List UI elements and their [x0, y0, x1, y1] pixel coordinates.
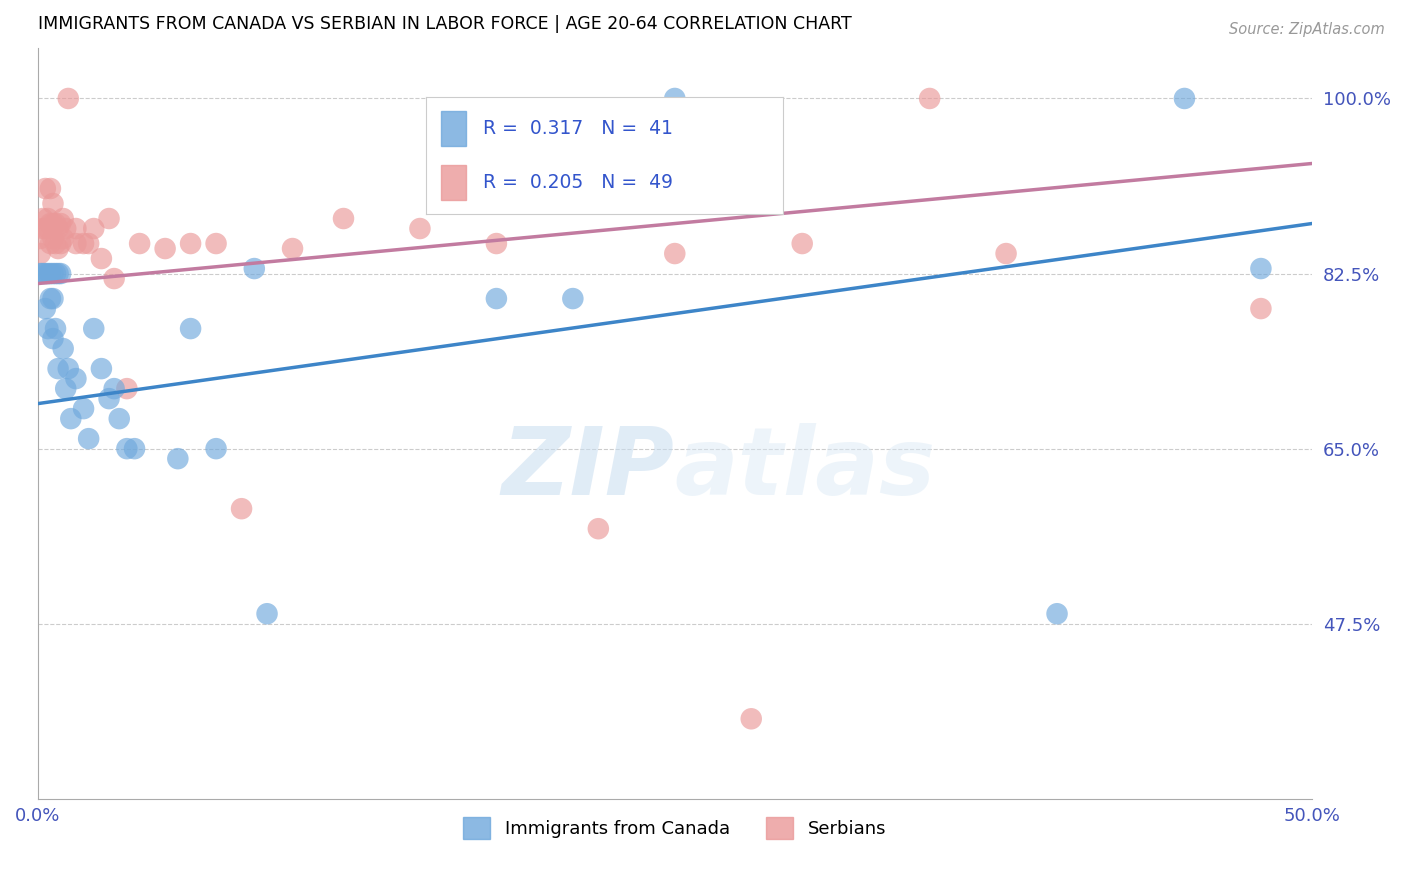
Point	[44, 267, 66, 281]
Point	[90, 361, 112, 376]
Point	[1250, 301, 1272, 316]
Point	[49, 236, 72, 251]
Text: ZIP: ZIP	[502, 423, 675, 515]
Point	[42, 267, 65, 281]
Point	[1250, 261, 1272, 276]
Point	[1046, 607, 1069, 621]
Point	[46, 221, 69, 235]
Point	[83, 321, 105, 335]
Point	[180, 321, 202, 335]
Point	[34, 181, 56, 195]
Point	[740, 712, 762, 726]
Point	[42, 292, 65, 306]
Point	[98, 211, 121, 226]
Point	[30, 231, 52, 245]
Point	[42, 217, 65, 231]
Point	[153, 242, 176, 256]
Point	[115, 442, 138, 456]
Point	[103, 271, 125, 285]
Point	[42, 196, 65, 211]
Point	[44, 217, 66, 231]
Point	[72, 401, 94, 416]
Point	[34, 301, 56, 316]
Point	[52, 342, 75, 356]
Point	[77, 432, 100, 446]
Point	[205, 442, 228, 456]
Point	[281, 242, 304, 256]
Point	[128, 236, 150, 251]
Point	[42, 231, 65, 245]
Point	[39, 181, 62, 195]
Point	[30, 267, 52, 281]
Point	[37, 211, 59, 226]
Point	[90, 252, 112, 266]
Point	[83, 221, 105, 235]
Point	[30, 246, 52, 260]
Point	[1173, 91, 1195, 105]
Point	[37, 267, 59, 281]
Point	[65, 236, 87, 251]
Point	[256, 607, 278, 621]
Point	[46, 267, 69, 281]
Point	[166, 451, 188, 466]
Point	[103, 382, 125, 396]
Point	[108, 411, 131, 425]
Point	[46, 242, 69, 256]
Point	[55, 221, 77, 235]
Point	[65, 371, 87, 385]
Point	[37, 221, 59, 235]
Point	[332, 211, 354, 226]
Point	[664, 91, 686, 105]
Point	[42, 332, 65, 346]
Point	[918, 91, 941, 105]
Text: Source: ZipAtlas.com: Source: ZipAtlas.com	[1229, 22, 1385, 37]
Point	[49, 267, 72, 281]
Point	[485, 292, 508, 306]
Point	[115, 382, 138, 396]
Point	[124, 442, 146, 456]
Point	[39, 267, 62, 281]
Point	[34, 221, 56, 235]
Point	[561, 292, 583, 306]
Point	[44, 321, 66, 335]
Point	[409, 221, 432, 235]
Point	[995, 246, 1018, 260]
Point	[180, 236, 202, 251]
Point	[485, 236, 508, 251]
Point	[55, 382, 77, 396]
Point	[588, 522, 610, 536]
Point	[34, 267, 56, 281]
Point	[31, 267, 53, 281]
Point	[792, 236, 814, 251]
Point	[77, 236, 100, 251]
Point	[205, 236, 228, 251]
Point	[65, 221, 87, 235]
Point	[58, 91, 80, 105]
Point	[44, 236, 66, 251]
Point	[37, 321, 59, 335]
Text: atlas: atlas	[675, 423, 936, 515]
Point	[98, 392, 121, 406]
Point	[243, 261, 266, 276]
Point	[58, 361, 80, 376]
Point	[49, 217, 72, 231]
Point	[664, 246, 686, 260]
Point	[39, 217, 62, 231]
Point	[39, 236, 62, 251]
Point	[39, 292, 62, 306]
Point	[46, 361, 69, 376]
Point	[31, 211, 53, 226]
Text: IMMIGRANTS FROM CANADA VS SERBIAN IN LABOR FORCE | AGE 20-64 CORRELATION CHART: IMMIGRANTS FROM CANADA VS SERBIAN IN LAB…	[38, 15, 852, 33]
Legend: Immigrants from Canada, Serbians: Immigrants from Canada, Serbians	[456, 810, 893, 847]
Point	[59, 411, 82, 425]
Point	[72, 236, 94, 251]
Point	[31, 221, 53, 235]
Point	[231, 501, 253, 516]
Point	[52, 211, 75, 226]
Point	[52, 231, 75, 245]
